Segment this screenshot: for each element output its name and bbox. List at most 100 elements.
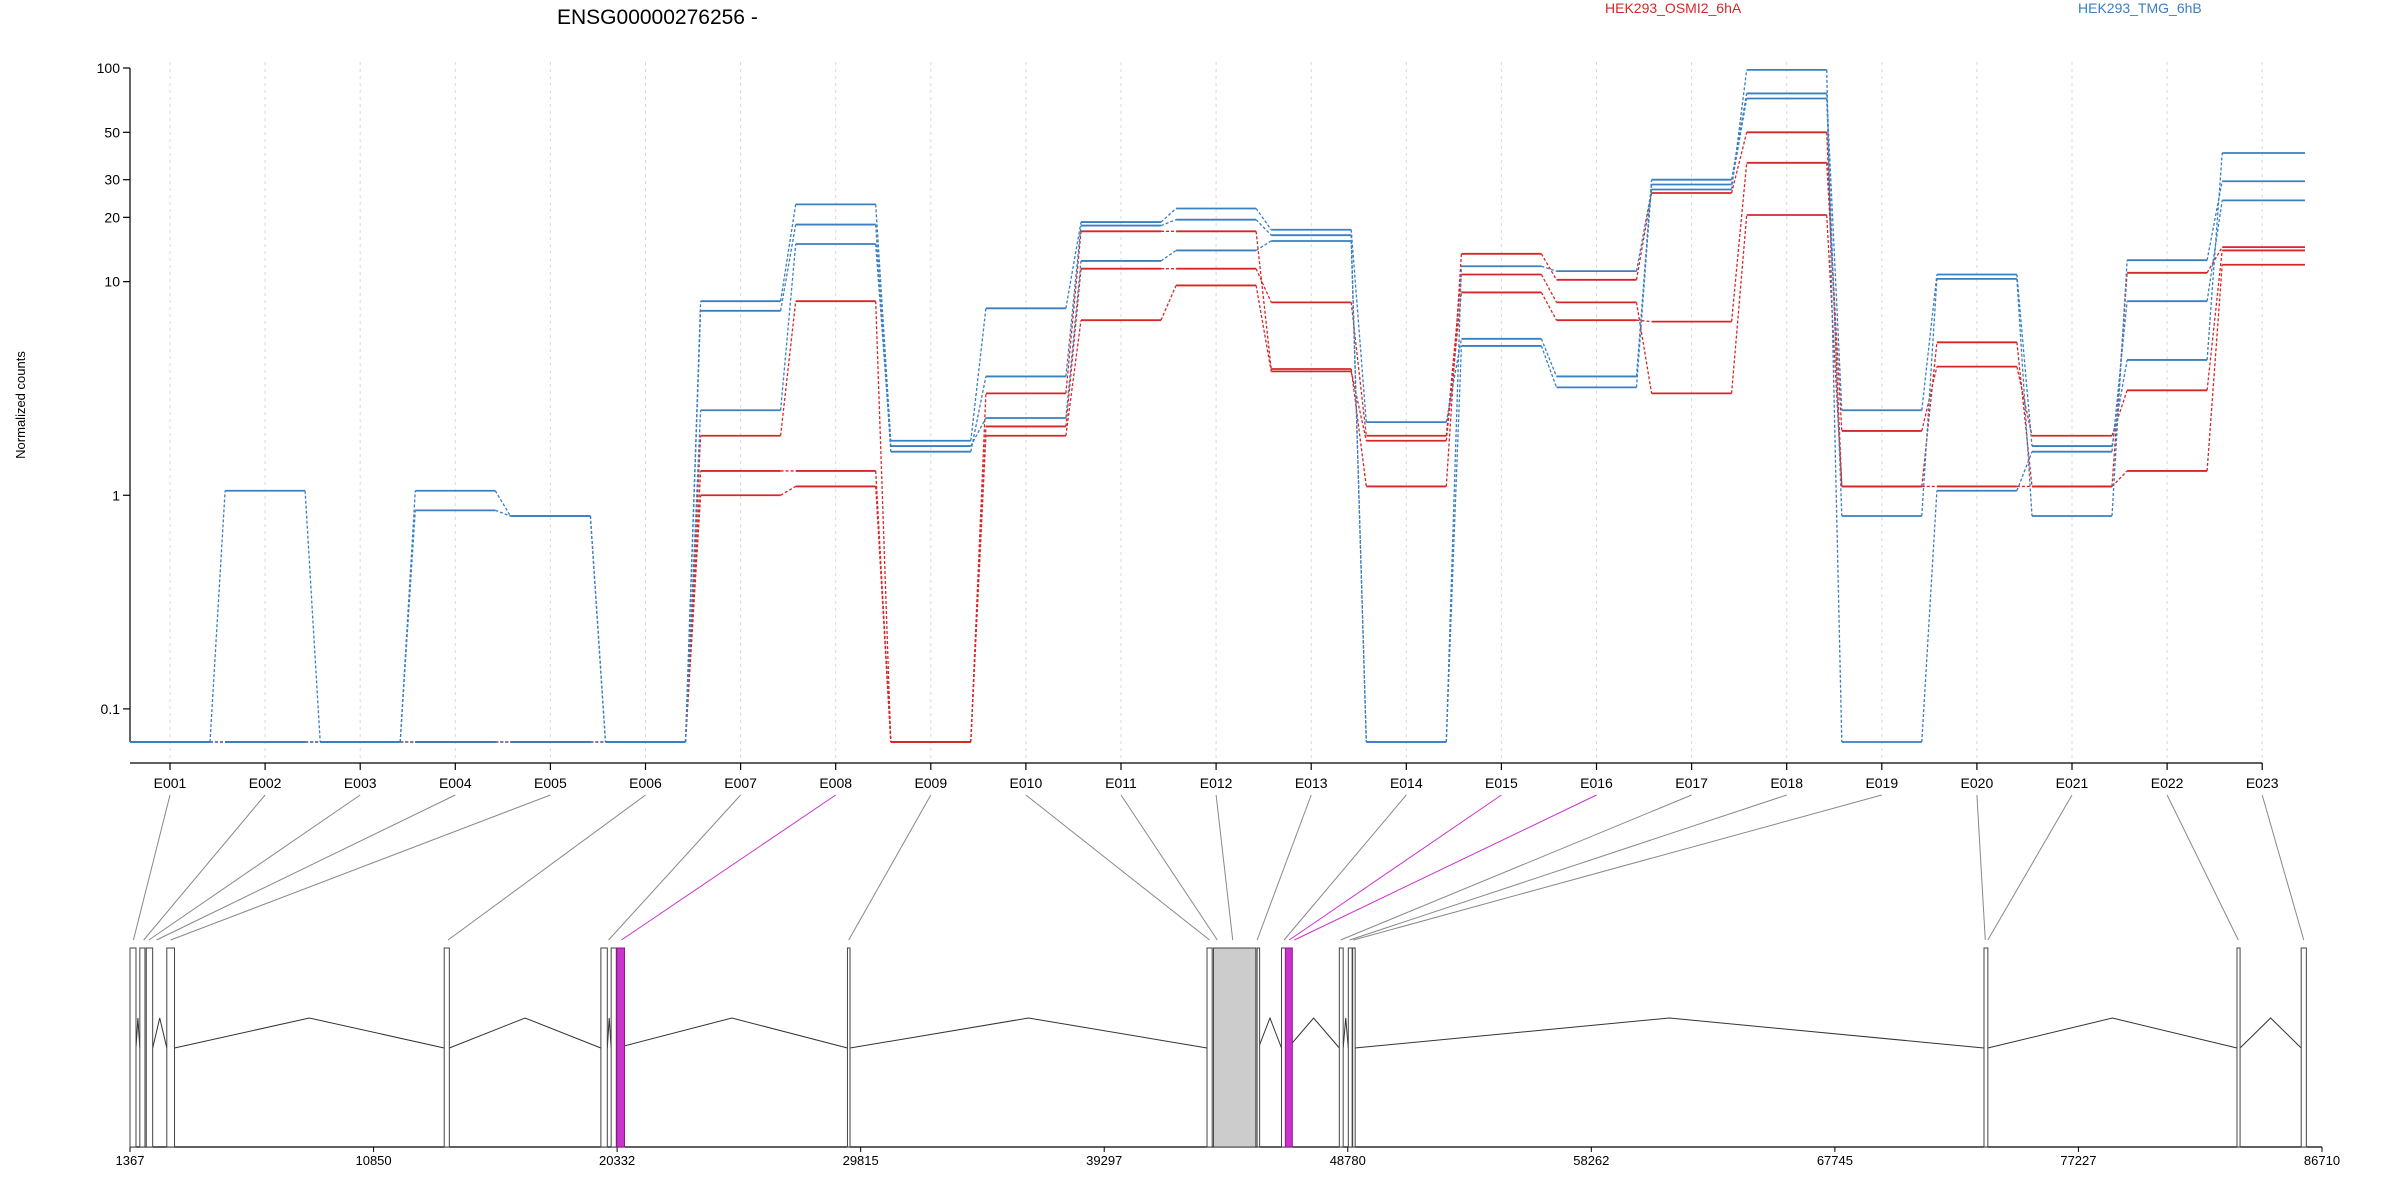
series-transition — [1065, 268, 1082, 427]
bin-connector — [1340, 794, 1692, 941]
series-transition — [970, 417, 987, 447]
series-transition — [304, 490, 321, 743]
series-transition — [1350, 302, 1367, 436]
x-tick-label: E008 — [819, 775, 852, 791]
series-transition — [1445, 338, 1463, 423]
y-tick-label: 10 — [104, 274, 120, 290]
x-tick-label: E022 — [2151, 775, 2184, 791]
y-axis-label: Normalized counts — [13, 351, 28, 459]
series-transition — [1730, 93, 1748, 180]
series-transition — [1826, 69, 1843, 743]
exon-block — [166, 947, 176, 1148]
series-transition — [1160, 285, 1177, 321]
series-transition — [2206, 200, 2223, 302]
bin-connector — [1987, 794, 2073, 941]
series-transition — [970, 308, 987, 441]
series-transition — [1065, 320, 1082, 436]
series-transition — [1541, 265, 1557, 272]
series-transition — [1255, 219, 1272, 236]
exon-block — [1352, 947, 1356, 1148]
bin-connectors — [132, 794, 2305, 941]
series-transition — [875, 243, 892, 447]
bin-connector — [143, 794, 266, 941]
x-tick-label: E006 — [629, 775, 662, 791]
y-axis: 0.1 1 10 20 30 50 100 — [97, 60, 131, 742]
series-transition — [970, 376, 987, 452]
intron-line — [1987, 1017, 2238, 1049]
series-transition — [2111, 359, 2128, 447]
bin-connector — [1025, 794, 1210, 941]
bin-connector — [1349, 794, 1787, 941]
series-transition — [2206, 250, 2223, 391]
series-transition — [399, 490, 416, 743]
bin-connector — [1294, 794, 1597, 941]
series-transition — [1445, 266, 1463, 743]
series-transition — [2206, 181, 2223, 261]
intron-line — [1287, 1017, 1340, 1049]
y-tick-label: 30 — [104, 172, 120, 188]
intron-line — [174, 1017, 445, 1049]
intron-line — [135, 1017, 141, 1049]
intron-line — [449, 1017, 602, 1049]
series-transition — [1065, 231, 1082, 394]
x-tick-label: E011 — [1105, 775, 1137, 791]
series-transition — [1255, 268, 1272, 303]
series-transition — [1921, 274, 1938, 411]
bin-connector — [2261, 794, 2305, 941]
intron-line — [849, 1017, 1208, 1049]
x-tick-label: E012 — [1200, 775, 1233, 791]
gene-coordinate-label: 39297 — [1086, 1153, 1122, 1168]
series-transition — [1921, 342, 1938, 487]
series-transition — [684, 310, 702, 743]
x-tick-label: E009 — [914, 775, 947, 791]
bin-connector — [156, 794, 456, 941]
intron-line — [152, 1017, 168, 1049]
x-tick-label: E019 — [1865, 775, 1898, 791]
series-transition — [1540, 292, 1558, 321]
bin-connector — [170, 794, 551, 941]
bin-connector — [1976, 794, 1986, 941]
series-transition — [1730, 132, 1748, 194]
series-transition — [1540, 345, 1558, 388]
legend-label-tmg: HEK293_TMG_6hB — [2078, 0, 2202, 16]
series-transition — [1160, 249, 1177, 262]
gene-coordinate-label: 1367 — [116, 1153, 145, 1168]
series-transition — [1540, 338, 1558, 377]
exon-block — [139, 947, 146, 1148]
gene-coordinate-label: 20332 — [599, 1153, 635, 1168]
bin-connector — [148, 794, 361, 941]
series-transition — [2111, 470, 2128, 487]
series-transition — [2206, 152, 2223, 360]
series-transition — [1540, 274, 1558, 303]
x-tick-label: E003 — [344, 775, 377, 791]
exon-block — [2300, 947, 2307, 1148]
x-tick-label: E017 — [1675, 775, 1708, 791]
x-tick-label: E015 — [1485, 775, 1518, 791]
x-tick-label: E010 — [1010, 775, 1043, 791]
series-transition — [2016, 451, 2033, 491]
series-transition — [2111, 260, 2128, 517]
exon-block — [1338, 947, 1344, 1148]
series-transition — [1350, 371, 1367, 441]
x-tick-label: E005 — [534, 775, 567, 791]
series-transition — [1445, 274, 1463, 436]
x-tick-label: E014 — [1390, 775, 1423, 791]
x-tick-label: E001 — [154, 775, 187, 791]
x-tick-label: E020 — [1961, 775, 1994, 791]
series-HEK293_TMG_6hB — [130, 97, 2305, 743]
y-tick-label: 100 — [97, 60, 121, 76]
y-tick-label: 1 — [112, 487, 120, 503]
exon-block — [1347, 947, 1353, 1148]
x-tick-label: E021 — [2056, 775, 2089, 791]
series-transition — [1730, 69, 1748, 190]
chart-title: ENSG00000276256 - — [557, 6, 758, 29]
exon-block — [129, 947, 137, 1148]
series-transition — [1255, 285, 1272, 372]
series-transition — [1635, 179, 1653, 377]
exon-block — [2236, 947, 2241, 1148]
exon-block — [610, 947, 617, 1148]
series-transition — [1921, 490, 1938, 743]
series-transition — [1635, 189, 1653, 272]
series-transition — [875, 204, 892, 441]
